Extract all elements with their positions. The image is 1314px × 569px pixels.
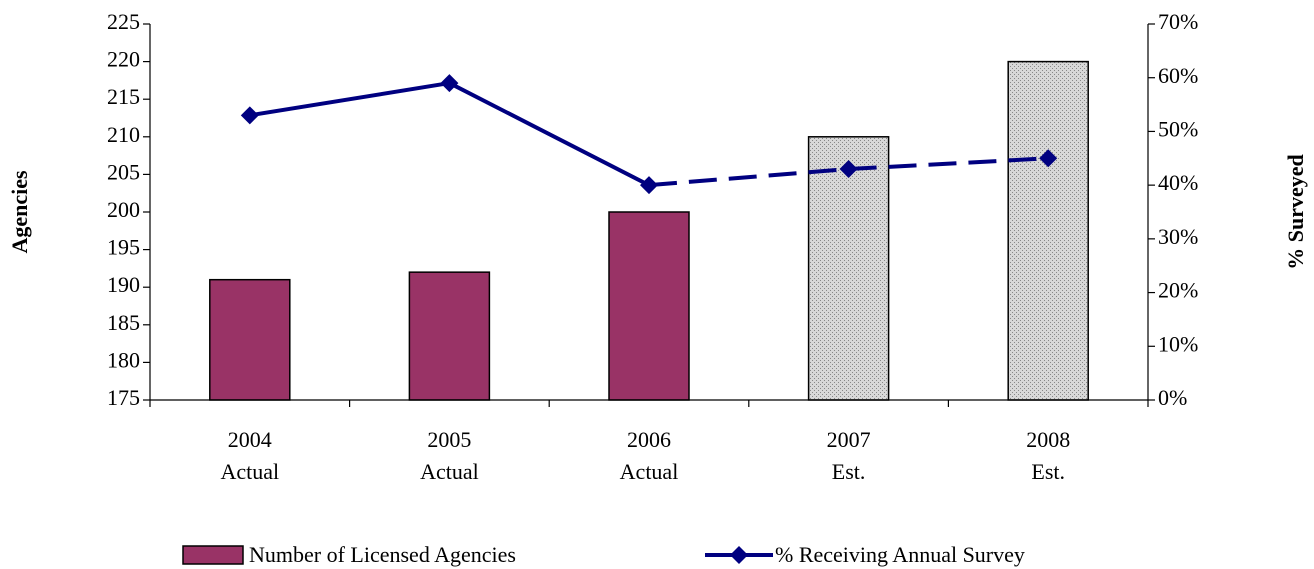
legend-label: Number of Licensed Agencies [249,542,516,567]
y2-axis-title: % Surveyed [1283,154,1308,270]
bar [408,271,491,401]
y-tick-label: 195 [107,235,140,260]
y-tick-label: 175 [107,385,140,410]
line-marker [440,74,459,93]
y2-tick-label: 50% [1158,116,1198,141]
bar [608,211,690,401]
x-tick-label: 2004 Actual [220,427,279,484]
y2-tick-label: 20% [1158,278,1198,303]
y2-tick-label: 70% [1158,9,1198,34]
y2-tick-label: 30% [1158,224,1198,249]
line-segment [249,81,450,118]
line-segment [448,81,650,187]
y-tick-label: 215 [107,84,140,109]
legend-label: % Receiving Annual Survey [775,542,1025,567]
x-tick-label: 2007 Est. [827,427,871,484]
line-segment [848,156,1049,172]
y2-tick-label: 10% [1158,331,1198,356]
line-segment [648,167,849,188]
bar [807,136,890,401]
y-tick-label: 190 [107,272,140,297]
x-tick-label: 2006 Actual [620,427,679,484]
y2-tick-label: 0% [1158,385,1187,410]
y-tick-label: 200 [107,197,140,222]
x-tick-label: 2008 Est. [1026,427,1070,484]
x-tick-label: 2005 Actual [420,427,479,484]
line-marker [240,106,259,125]
line-marker [640,176,658,195]
y-tick-label: 185 [107,310,140,335]
bar [209,278,291,401]
y2-tick-label: 60% [1158,63,1198,88]
y-axis-title: Agencies [7,170,32,254]
legend-swatch [182,545,244,565]
y-tick-label: 210 [107,122,140,147]
y-tick-label: 225 [107,9,140,34]
y-tick-label: 220 [107,47,140,72]
y2-tick-label: 40% [1158,170,1198,195]
line-marker [839,160,858,179]
y-tick-label: 180 [107,347,140,372]
y-tick-label: 205 [107,159,140,184]
bar [1007,60,1089,401]
line-marker [1039,149,1058,168]
legend-marker [730,546,748,564]
